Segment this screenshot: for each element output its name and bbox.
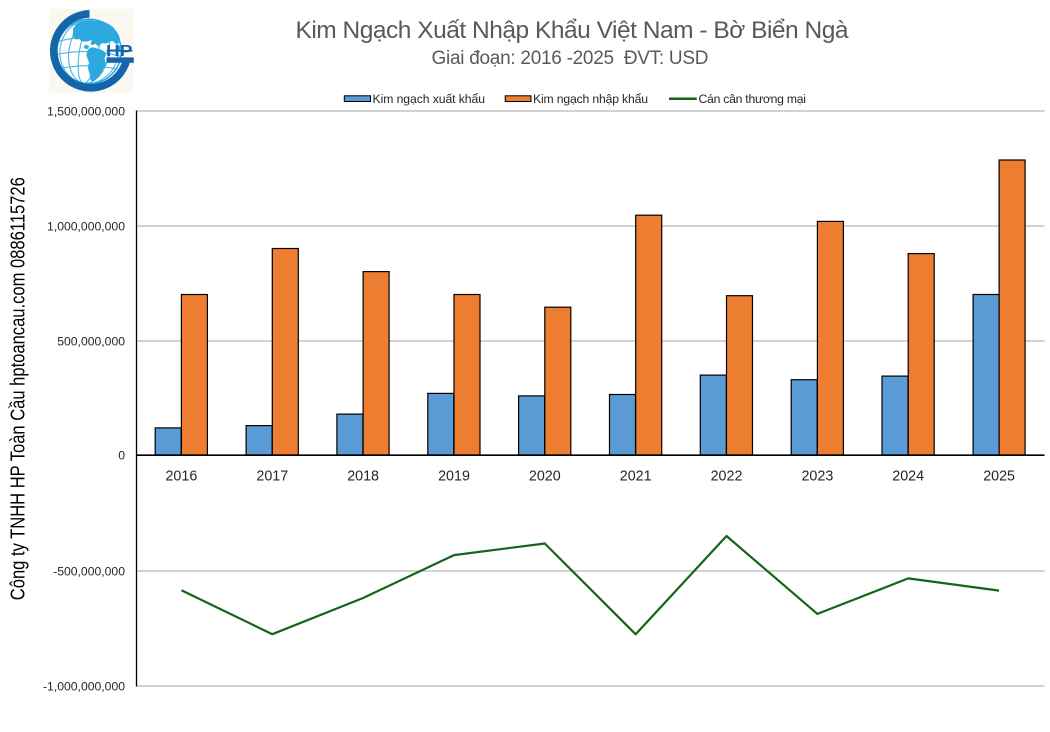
svg-text:Kim Ngạch Xuất Nhập Khẩu Việt: Kim Ngạch Xuất Nhập Khẩu Việt Nam - Bờ B… (296, 17, 849, 44)
svg-text:Công ty TNHH HP Toàn Cầu hptoa: Công ty TNHH HP Toàn Cầu hptoancau.com 0… (8, 177, 30, 600)
svg-text:0: 0 (118, 449, 125, 463)
svg-text:Cán cân thương mại: Cán cân thương mại (699, 92, 807, 106)
svg-text:2020: 2020 (529, 468, 561, 484)
svg-text:2018: 2018 (347, 468, 379, 484)
svg-text:2022: 2022 (711, 468, 743, 484)
svg-text:-1,000,000,000: -1,000,000,000 (43, 679, 125, 693)
svg-text:2023: 2023 (801, 468, 833, 484)
svg-text:2016: 2016 (165, 468, 197, 484)
svg-text:1,000,000,000: 1,000,000,000 (47, 219, 125, 233)
svg-text:Giai đoạn: 2016 -2025 ĐVT: US: Giai đoạn: 2016 -2025 ĐVT: USD (432, 48, 709, 69)
svg-text:2024: 2024 (892, 468, 924, 484)
svg-text:1,500,000,000: 1,500,000,000 (47, 104, 125, 118)
svg-text:2025: 2025 (983, 468, 1015, 484)
svg-text:2019: 2019 (438, 468, 470, 484)
svg-text:Kim ngạch xuất khẩu: Kim ngạch xuất khẩu (373, 92, 486, 106)
svg-text:-500,000,000: -500,000,000 (53, 564, 125, 578)
svg-text:500,000,000: 500,000,000 (57, 334, 125, 348)
svg-text:2021: 2021 (620, 468, 652, 484)
svg-text:2017: 2017 (256, 468, 288, 484)
svg-text:Kim ngạch nhập khẩu: Kim ngạch nhập khẩu (533, 92, 648, 106)
